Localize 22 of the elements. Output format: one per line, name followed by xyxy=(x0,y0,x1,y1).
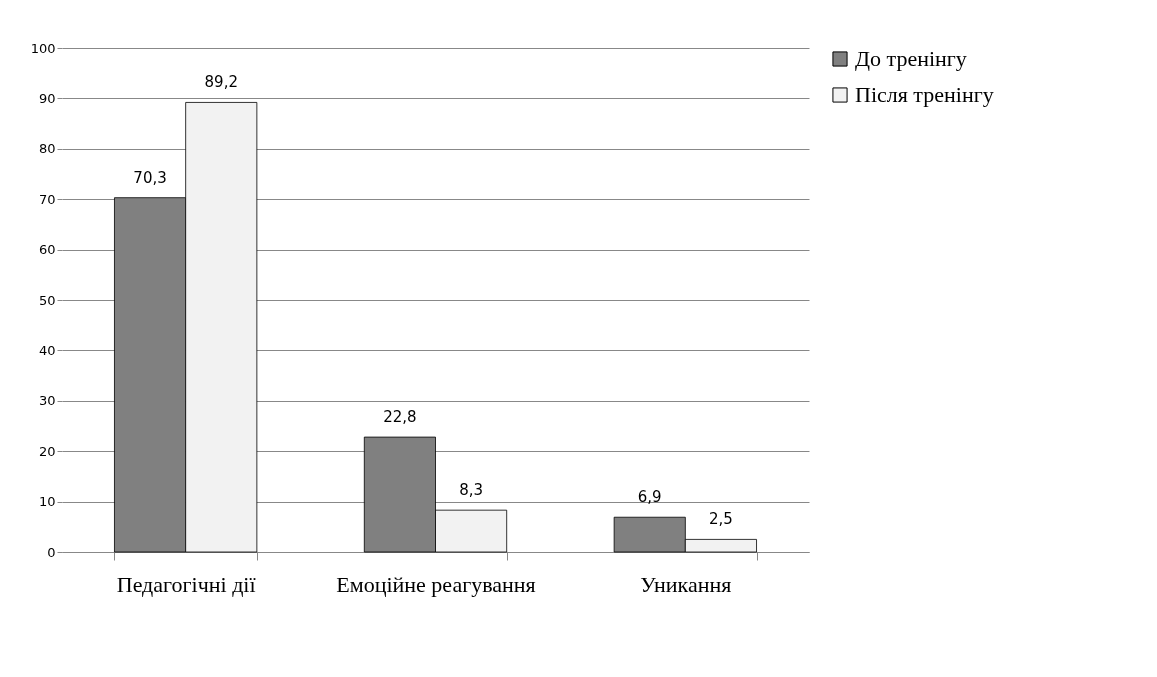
data-label: 6,9 xyxy=(637,488,662,507)
y-tick-label: 0 xyxy=(47,544,56,560)
y-tick-label: 30 xyxy=(38,393,56,409)
data-label: 70,3 xyxy=(133,168,167,187)
data-label: 89,2 xyxy=(204,73,238,92)
y-tick-label: 60 xyxy=(38,242,56,258)
y-tick-label: 10 xyxy=(38,494,56,510)
y-tick-label: 50 xyxy=(38,292,56,308)
y-tick-label: 100 xyxy=(30,40,56,56)
data-label: 8,3 xyxy=(459,481,484,500)
y-tick-label: 90 xyxy=(38,90,56,106)
y-tick-label: 80 xyxy=(38,141,56,157)
x-tick-label: Педагогічні дії xyxy=(116,571,257,597)
data-label: 22,8 xyxy=(383,408,417,427)
x-tick-label: Емоційне реагування xyxy=(336,571,536,597)
legend-label: Після тренінгу xyxy=(855,82,994,107)
x-tick-label: Уникання xyxy=(640,571,732,597)
data-label: 2,5 xyxy=(709,510,733,529)
y-tick-label: 70 xyxy=(38,191,56,207)
legend-label: До тренінгу xyxy=(855,46,967,71)
y-tick-label: 20 xyxy=(38,443,56,459)
y-tick-label: 40 xyxy=(38,342,56,358)
